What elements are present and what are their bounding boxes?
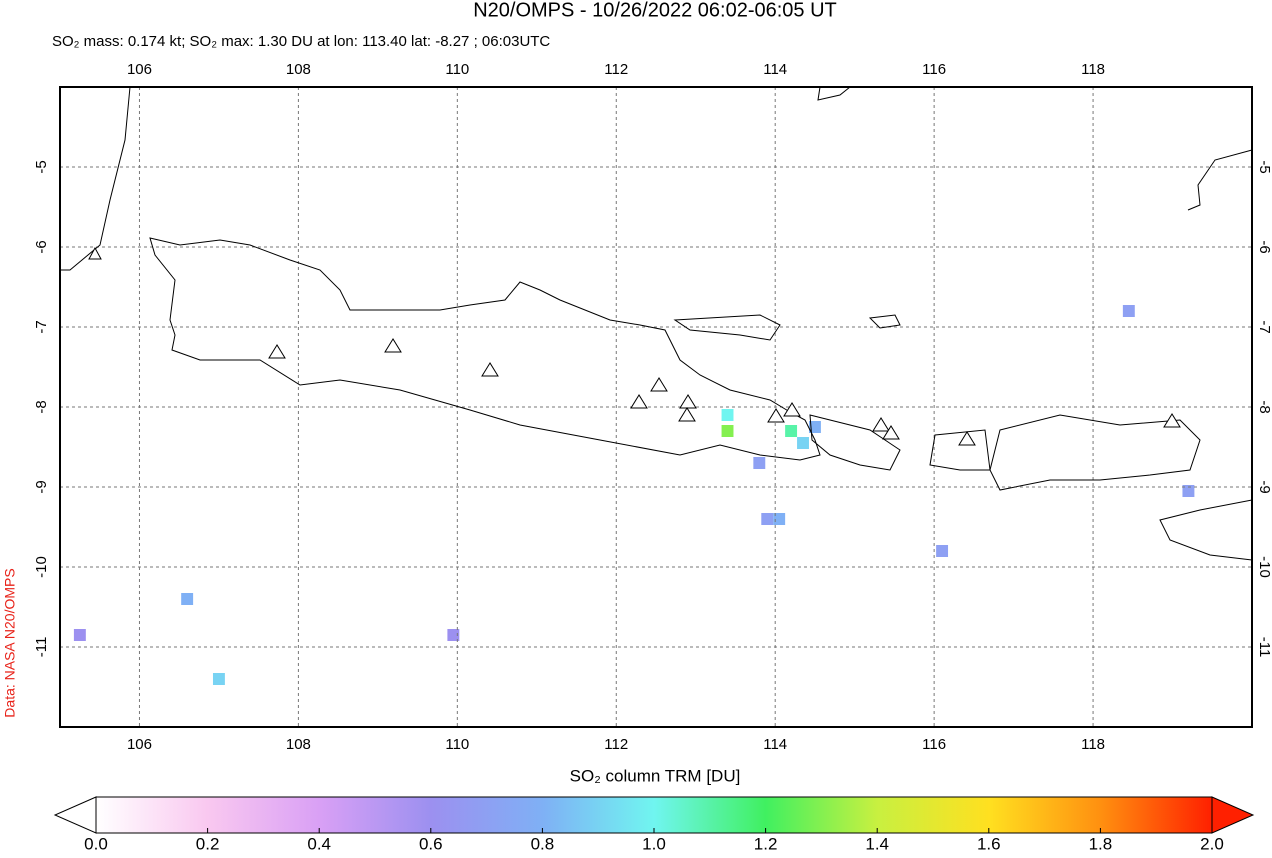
y-tick-label: -5 bbox=[1256, 160, 1272, 173]
so2-pixel bbox=[721, 425, 734, 437]
x-tick-label: 106 bbox=[127, 61, 152, 78]
y-tick-label: -7 bbox=[1256, 320, 1272, 333]
y-tick-label: -9 bbox=[33, 480, 50, 493]
y-tick-label: -11 bbox=[1256, 637, 1272, 658]
subtitle: SO₂ mass: 0.174 kt; SO₂ max: 1.30 DU at … bbox=[52, 33, 550, 50]
volcano bbox=[88, 246, 102, 260]
so2-pixel bbox=[797, 437, 809, 449]
x-tick-label: 118 bbox=[1081, 61, 1105, 78]
y-tick-label: -8 bbox=[33, 400, 50, 413]
colorbar-tick-label: 0.4 bbox=[307, 834, 331, 853]
pixel-layer bbox=[73, 305, 1195, 685]
coastline bbox=[673, 314, 781, 341]
volcanoes bbox=[88, 246, 1181, 446]
so2-pixel bbox=[936, 545, 949, 557]
colorbar-tick-label: 2.0 bbox=[1200, 834, 1224, 853]
colorbar-tick-label: 1.4 bbox=[865, 834, 889, 853]
y-tick-label: -9 bbox=[1256, 480, 1272, 493]
coastline bbox=[929, 429, 991, 471]
so2-pixel bbox=[212, 673, 225, 685]
x-tick-label: 116 bbox=[922, 736, 946, 753]
colorbar-tick-label: 0.0 bbox=[84, 834, 108, 853]
coastline bbox=[1187, 149, 1253, 211]
x-tick-label: 108 bbox=[286, 61, 311, 78]
coastline bbox=[149, 237, 821, 461]
coastline bbox=[817, 86, 851, 101]
x-tick-label: 116 bbox=[922, 61, 946, 78]
volcano bbox=[268, 344, 286, 359]
grid bbox=[60, 87, 1252, 727]
so2-pixel bbox=[721, 409, 734, 421]
coastline bbox=[1159, 499, 1253, 561]
volcano bbox=[481, 362, 499, 377]
colorbar-over bbox=[1211, 796, 1255, 834]
x-tick-label: 106 bbox=[127, 736, 152, 753]
y-tick-label: -5 bbox=[33, 160, 50, 173]
volcano bbox=[650, 377, 668, 392]
colorbar-tick-label: 0.2 bbox=[196, 834, 220, 853]
coastlines bbox=[60, 86, 1253, 561]
so2-pixel bbox=[761, 513, 774, 525]
coastline bbox=[868, 314, 901, 329]
y-tick-label: -10 bbox=[1256, 556, 1272, 578]
volcano bbox=[882, 425, 900, 440]
x-tick-label: 114 bbox=[763, 61, 787, 78]
volcano bbox=[958, 431, 976, 446]
y-tick-label: -10 bbox=[33, 556, 50, 578]
y-tick-label: -6 bbox=[33, 240, 50, 253]
so2-pixel bbox=[73, 629, 86, 641]
y-tick-label: -6 bbox=[1256, 240, 1272, 253]
colorbar-tick-label: 0.6 bbox=[419, 834, 443, 853]
x-tick-label: 114 bbox=[763, 736, 787, 753]
colorbar-label: SO₂ column TRM [DU] bbox=[570, 766, 741, 785]
colorbar-tick-label: 1.0 bbox=[642, 834, 666, 853]
x-tick-label: 108 bbox=[286, 736, 311, 753]
so2-pixel bbox=[773, 513, 786, 525]
coastline bbox=[809, 414, 901, 471]
so2-pixel bbox=[785, 425, 798, 437]
colorbar-under bbox=[53, 796, 97, 834]
volcano bbox=[767, 408, 785, 423]
x-tick-label: 110 bbox=[445, 61, 469, 78]
volcano bbox=[384, 338, 402, 353]
map-frame bbox=[59, 86, 1253, 728]
volcano bbox=[679, 394, 697, 409]
y-tick-label: -11 bbox=[33, 637, 50, 658]
chart-title: N20/OMPS - 10/26/2022 06:02-06:05 UT bbox=[473, 0, 837, 21]
x-tick-label: 112 bbox=[604, 61, 628, 78]
volcano bbox=[678, 407, 696, 422]
x-tick-label: 110 bbox=[445, 736, 469, 753]
colorbar-tick-label: 1.2 bbox=[754, 834, 778, 853]
colorbar-tick-label: 1.6 bbox=[977, 834, 1001, 853]
credit: Data: NASA N20/OMPS bbox=[2, 568, 18, 717]
x-tick-label: 118 bbox=[1081, 736, 1105, 753]
y-tick-label: -7 bbox=[33, 320, 50, 333]
colorbar-tick-label: 1.8 bbox=[1089, 834, 1113, 853]
y-tick-label: -8 bbox=[1256, 400, 1272, 413]
so2-pixel bbox=[447, 629, 460, 641]
so2-pixel bbox=[753, 457, 766, 469]
so2-pixel bbox=[1122, 305, 1135, 317]
colorbar bbox=[95, 796, 1213, 834]
x-tick-label: 112 bbox=[604, 736, 628, 753]
volcano bbox=[630, 394, 648, 409]
coastline bbox=[989, 414, 1201, 491]
colorbar-tick-label: 0.8 bbox=[531, 834, 555, 853]
so2-pixel bbox=[808, 421, 821, 433]
volcano bbox=[872, 417, 890, 432]
so2-pixel bbox=[1182, 485, 1195, 497]
volcano bbox=[783, 402, 801, 417]
coastline bbox=[60, 86, 131, 271]
so2-pixel bbox=[181, 593, 194, 605]
volcano bbox=[1163, 413, 1181, 428]
